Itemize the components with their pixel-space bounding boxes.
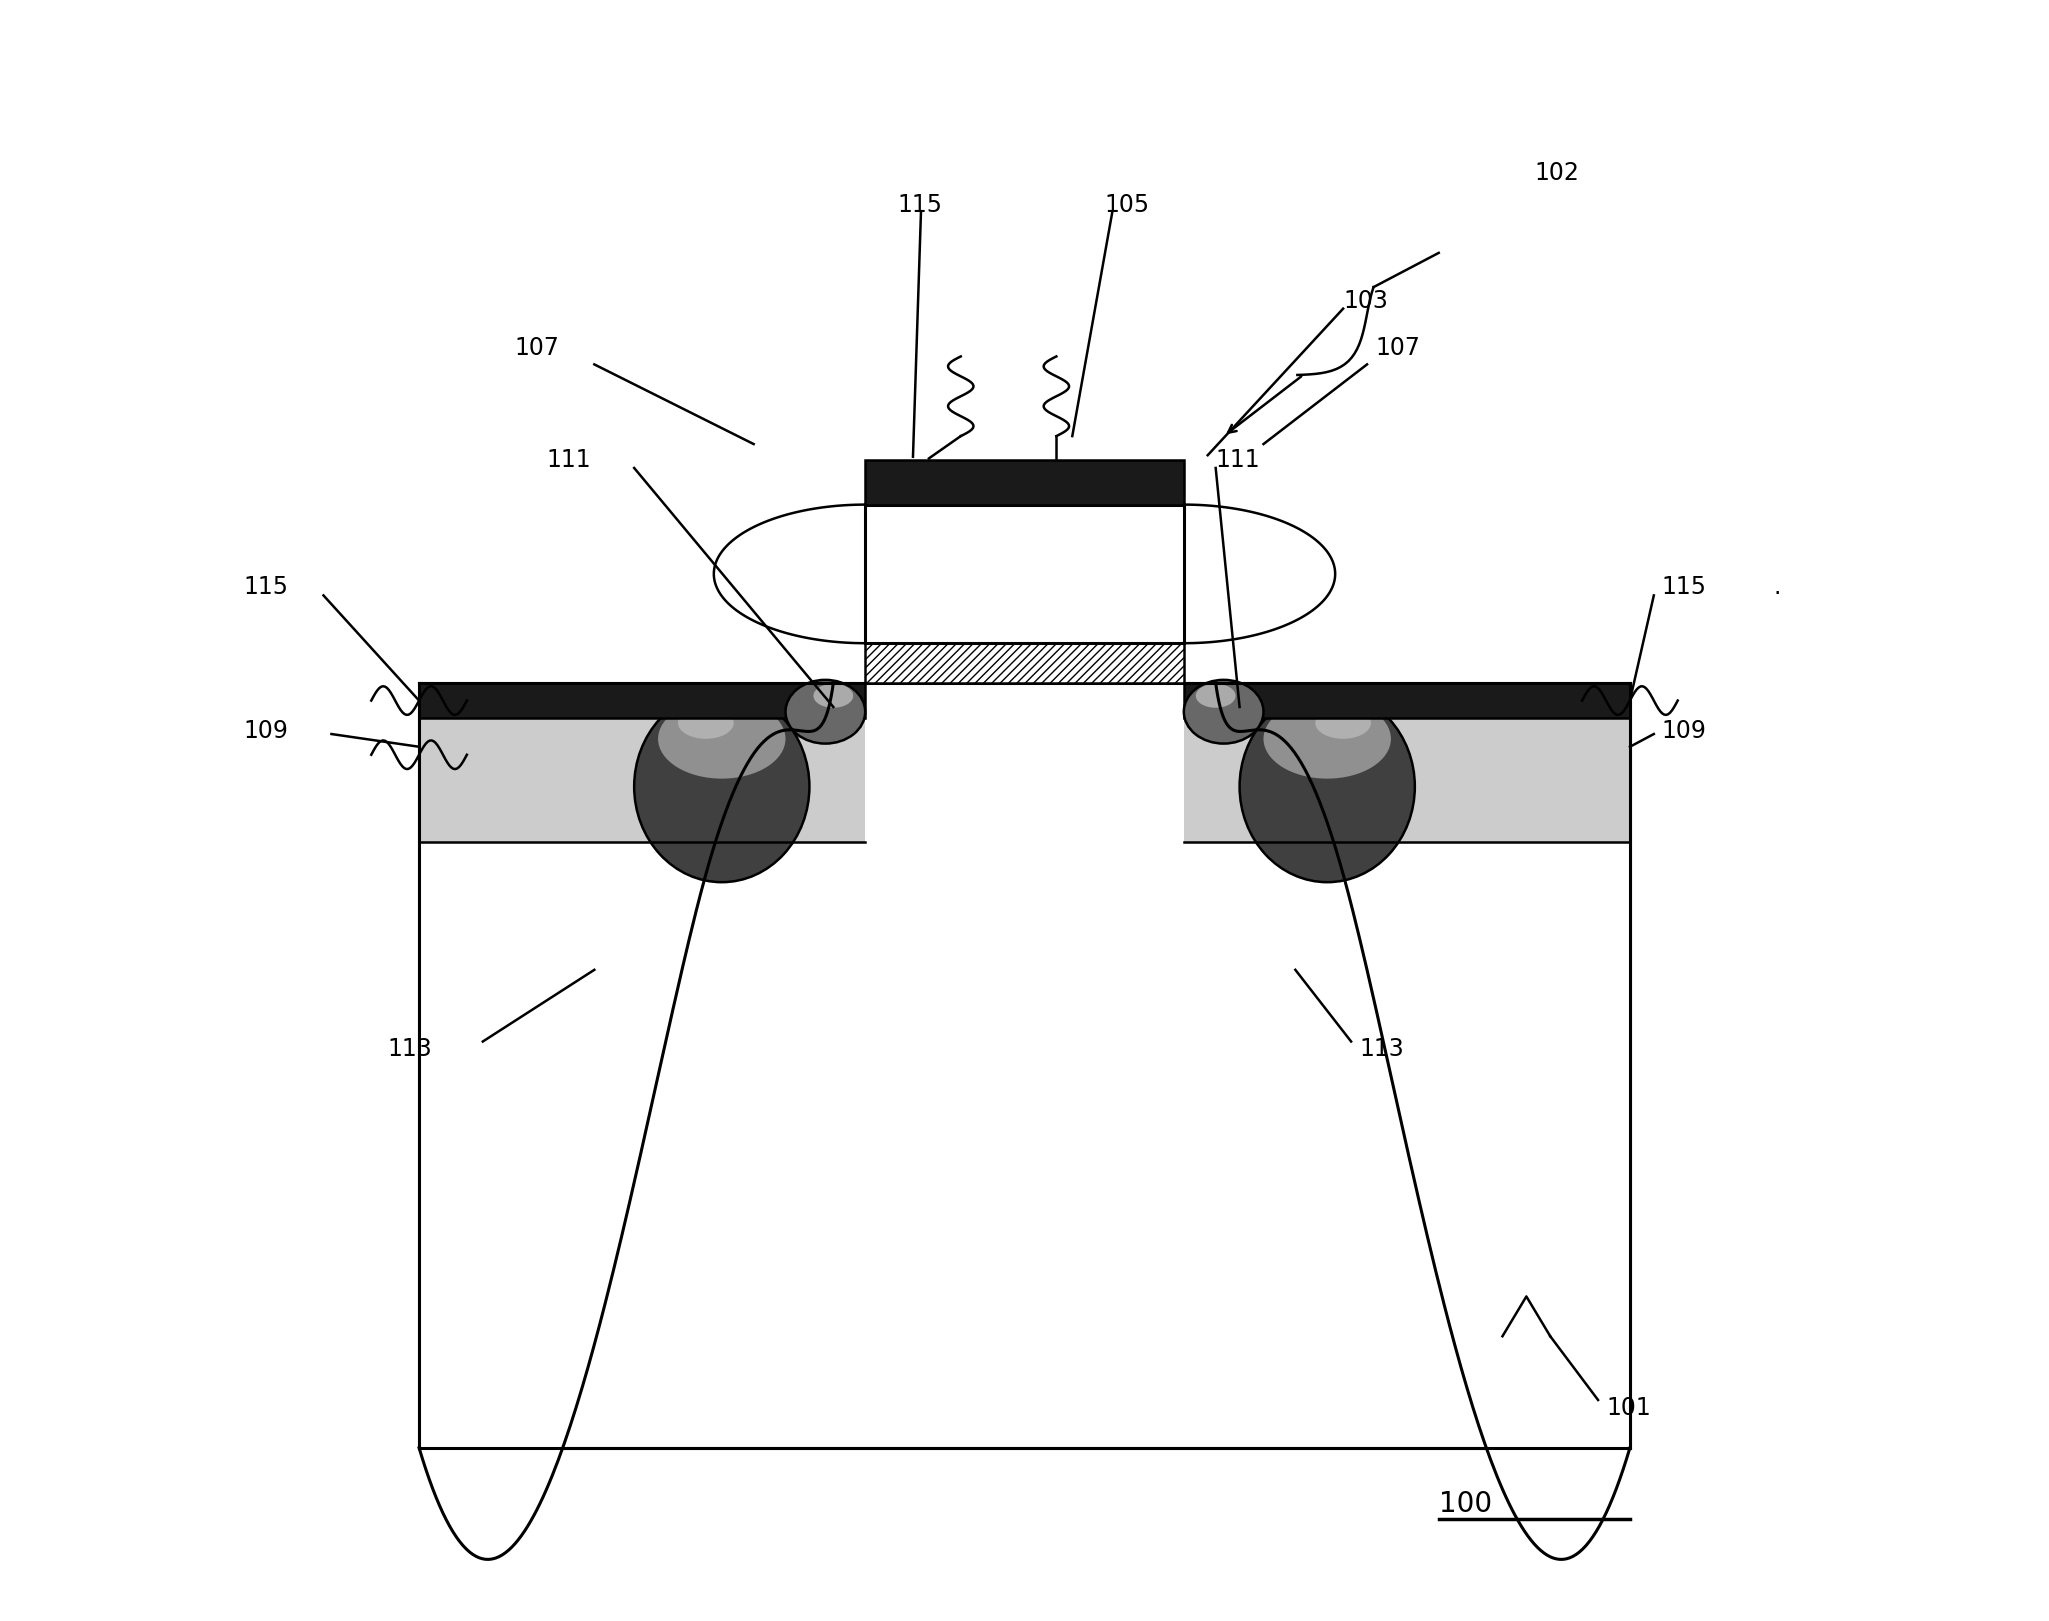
Text: 113: 113 (1358, 1037, 1404, 1062)
Bar (420, 682, 865, 718)
Text: 101: 101 (1606, 1396, 1651, 1420)
Text: 103: 103 (1344, 289, 1387, 313)
Text: 100: 100 (1438, 1490, 1492, 1517)
Ellipse shape (785, 679, 865, 744)
Polygon shape (713, 504, 865, 644)
Bar (1184, 682, 1629, 843)
Text: 115: 115 (897, 193, 943, 217)
Bar (420, 682, 865, 843)
Ellipse shape (1315, 707, 1371, 739)
Text: 111: 111 (547, 447, 592, 472)
Polygon shape (1215, 682, 1629, 1559)
Polygon shape (420, 682, 834, 1559)
Text: 113: 113 (387, 1037, 432, 1062)
Text: 102: 102 (1535, 160, 1580, 185)
Bar (865, 504, 1184, 644)
Bar (865, 644, 1184, 682)
Polygon shape (1184, 504, 1336, 644)
Ellipse shape (678, 707, 734, 739)
Ellipse shape (1240, 691, 1416, 882)
Text: 107: 107 (1375, 337, 1420, 360)
Text: 115: 115 (1662, 575, 1707, 600)
Text: 111: 111 (1215, 447, 1260, 472)
Text: 107: 107 (514, 337, 559, 360)
Text: 109: 109 (1662, 718, 1707, 742)
Ellipse shape (1197, 684, 1236, 708)
Bar (420, 682, 1629, 1448)
Text: 105: 105 (1104, 193, 1149, 217)
Ellipse shape (813, 684, 852, 708)
Ellipse shape (658, 699, 785, 778)
Bar (1184, 682, 1629, 718)
Text: 115: 115 (244, 575, 289, 600)
Text: 109: 109 (244, 718, 289, 742)
Text: .: . (1772, 575, 1781, 600)
Ellipse shape (1264, 699, 1391, 778)
Ellipse shape (633, 691, 809, 882)
Bar (865, 460, 1184, 504)
Ellipse shape (1184, 679, 1264, 744)
